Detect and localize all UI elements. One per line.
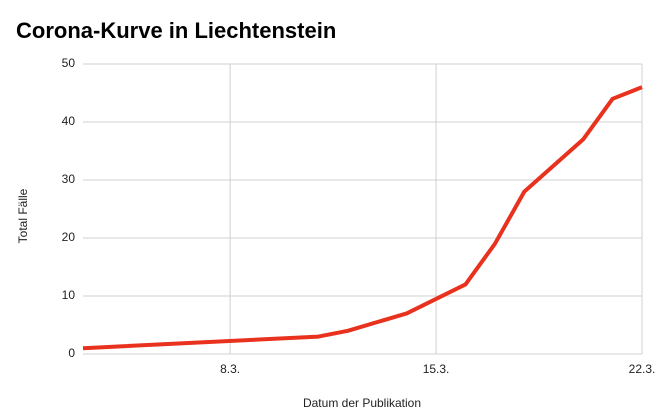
y-tick-label: 30 [62,172,76,186]
x-tick-label: 8.3. [220,362,240,376]
chart-title: Corona-Kurve in Liechtenstein [16,18,336,43]
data-line [82,85,643,351]
y-tick-label: 0 [68,346,75,360]
y-axis-label: Total Fälle [16,188,30,243]
y-tick-label: 10 [62,288,76,302]
x-axis-label: Datum der Publikation [303,396,421,408]
x-tick-label: 22.3. [629,362,656,376]
x-tick-label: 15.3. [423,362,450,376]
y-tick-label: 40 [62,114,76,128]
y-tick-label: 50 [62,56,76,70]
y-tick-label: 20 [62,230,76,244]
